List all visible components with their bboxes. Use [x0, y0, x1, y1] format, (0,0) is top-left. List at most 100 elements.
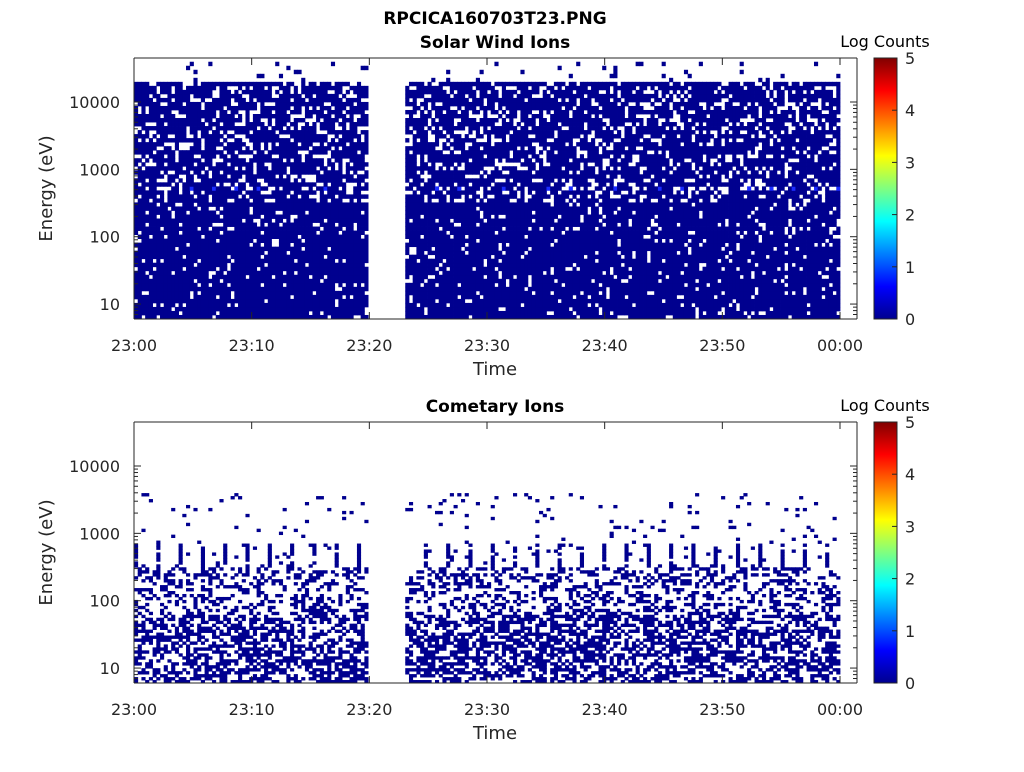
spectrogram-cell [245, 162, 250, 167]
spectrogram-cell [423, 105, 428, 111]
spectrogram-cell [137, 310, 142, 316]
spectrogram-cell [290, 150, 295, 155]
spectrogram-cell [490, 85, 495, 91]
spectrogram-cell [509, 186, 514, 191]
spectrogram-cell [501, 206, 506, 211]
spectrogram-cell [167, 101, 172, 107]
spectrogram-cell [160, 89, 165, 95]
spectrogram-cell [156, 254, 161, 260]
spectrogram-cell [490, 266, 495, 272]
spectrogram-cell [505, 97, 510, 103]
spectrogram-cell [319, 238, 324, 244]
spectrogram-cell [234, 282, 239, 288]
spectrogram-cell [219, 234, 224, 240]
spectrogram-cell [223, 226, 228, 231]
spectrogram-cell [479, 230, 484, 235]
spectrogram-cell [516, 202, 521, 207]
spectrogram-cell [527, 118, 532, 123]
spectrogram-cell [208, 310, 213, 316]
spectrogram-cell [238, 130, 243, 135]
spectrogram-cell [193, 85, 198, 91]
spectrogram-cell [178, 246, 183, 252]
spectrogram-cell [338, 210, 343, 215]
spectrogram-cell [208, 166, 213, 171]
spectrogram-cell [193, 274, 198, 280]
spectrogram-cell [349, 314, 354, 320]
spectrogram-cell [449, 182, 454, 187]
spectrogram-cell [278, 118, 284, 123]
spectrogram-cell [494, 166, 499, 171]
spectrogram-cell [353, 306, 358, 312]
spectrogram-cell [520, 178, 525, 183]
spectrogram-cell [148, 114, 153, 119]
spectrogram-cell [316, 238, 321, 244]
spectrogram-cell [524, 310, 529, 316]
spectrogram-cell [148, 310, 153, 316]
spectrogram-cell [282, 122, 287, 127]
spectrogram-cell [349, 126, 354, 131]
spectrogram-cell [145, 314, 150, 320]
spectrogram-cell [412, 81, 417, 87]
spectrogram-cell [453, 114, 458, 119]
spectrogram-cell [148, 146, 153, 151]
spectrogram-cell [449, 190, 454, 195]
spectrogram-cell [249, 105, 254, 111]
spectrogram-cell [546, 142, 551, 147]
spectrogram-cell [531, 262, 536, 268]
spectrogram-cell [267, 230, 272, 235]
spectrogram-cell [312, 126, 317, 131]
spectrogram-cell [174, 130, 179, 135]
spectrogram-cell [260, 101, 265, 107]
spectrogram-cell [226, 306, 232, 312]
spectrogram-cell [193, 286, 198, 292]
spectrogram-cell [312, 134, 317, 139]
spectrogram-cell [542, 286, 547, 292]
spectrogram-cell [342, 310, 347, 316]
spectrogram-cell [516, 302, 521, 308]
spectrogram-cell [531, 254, 536, 260]
spectrogram-cell [160, 250, 165, 256]
spectrogram-cell [174, 266, 179, 272]
spectrogram-cell [353, 162, 358, 167]
spectrogram-cell [468, 210, 473, 215]
spectrogram-cell [174, 314, 179, 320]
spectrogram-cell [423, 114, 428, 119]
spectrogram-cell [230, 302, 235, 308]
spectrogram-cell [316, 89, 321, 95]
spectrogram-cell [301, 290, 306, 296]
spectrogram-cell [297, 286, 302, 292]
spectrogram-cell [275, 246, 280, 252]
spectrogram-cell [449, 198, 454, 203]
spectrogram-cell [271, 134, 276, 139]
spectrogram-cell [487, 174, 492, 179]
spectrogram-cell [531, 222, 536, 227]
spectrogram-cell [327, 294, 332, 300]
spectrogram-cell [442, 146, 447, 151]
spectrogram-cell [160, 266, 165, 272]
spectrogram-cell [304, 202, 310, 207]
spectrogram-cell [219, 282, 224, 288]
spectrogram-cell [356, 238, 362, 244]
spectrogram-cell [453, 306, 458, 312]
spectrogram-cell [208, 238, 213, 244]
spectrogram-cell [505, 222, 510, 227]
spectrogram-cell [490, 109, 495, 115]
spectrogram-cell [438, 97, 443, 103]
spectrogram-cell [423, 85, 428, 91]
spectrogram-cell [408, 242, 414, 248]
spectrogram-cell [249, 214, 254, 219]
spectrogram-cell [472, 101, 477, 107]
spectrogram-cell [431, 142, 436, 147]
spectrogram-cell [483, 306, 488, 312]
spectrogram-cell [182, 158, 187, 163]
spectrogram-cell [405, 230, 410, 235]
spectrogram-cell [271, 174, 276, 179]
spectrogram-cell [524, 210, 529, 215]
spectrogram-cell [353, 258, 358, 264]
spectrogram-cell [479, 118, 484, 123]
spectrogram-cell [167, 250, 172, 256]
spectrogram-cell [539, 186, 544, 191]
spectrogram-cell [460, 254, 466, 260]
spectrogram-cell [178, 254, 183, 260]
spectrogram-cell [278, 214, 284, 219]
